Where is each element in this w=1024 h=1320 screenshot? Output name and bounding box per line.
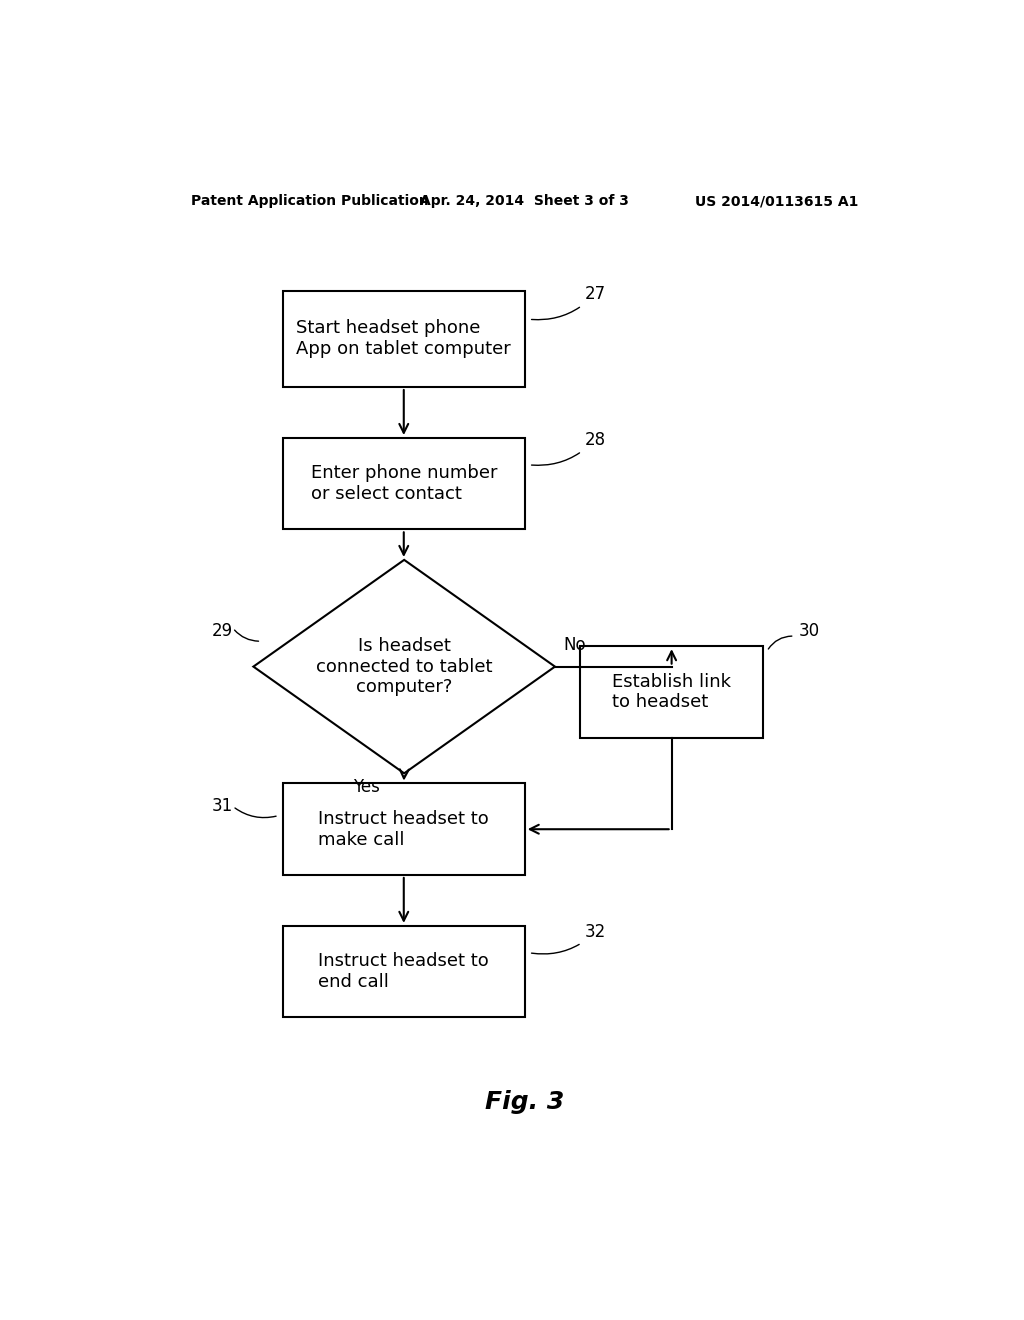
Bar xyxy=(283,925,524,1018)
Text: 28: 28 xyxy=(531,430,605,465)
Text: Fig. 3: Fig. 3 xyxy=(485,1089,564,1114)
Text: 27: 27 xyxy=(531,285,605,319)
Bar xyxy=(283,784,524,875)
Text: Instruct headset to
make call: Instruct headset to make call xyxy=(318,810,489,849)
Text: Start headset phone
App on tablet computer: Start headset phone App on tablet comput… xyxy=(296,319,511,358)
Text: Instruct headset to
end call: Instruct headset to end call xyxy=(318,952,489,991)
Text: Patent Application Publication: Patent Application Publication xyxy=(191,194,429,209)
Text: Yes: Yes xyxy=(352,779,380,796)
Bar xyxy=(283,290,524,387)
Text: No: No xyxy=(563,636,586,655)
Text: Apr. 24, 2014  Sheet 3 of 3: Apr. 24, 2014 Sheet 3 of 3 xyxy=(421,194,629,209)
Text: US 2014/0113615 A1: US 2014/0113615 A1 xyxy=(694,194,858,209)
Text: 29: 29 xyxy=(211,622,232,640)
Text: 30: 30 xyxy=(799,622,820,640)
Bar xyxy=(581,647,763,738)
Text: Establish link
to headset: Establish link to headset xyxy=(612,673,731,711)
Polygon shape xyxy=(253,560,555,774)
Text: Is headset
connected to tablet
computer?: Is headset connected to tablet computer? xyxy=(316,636,493,697)
Text: 31: 31 xyxy=(211,797,232,816)
Bar xyxy=(283,438,524,529)
Text: Enter phone number
or select contact: Enter phone number or select contact xyxy=(310,465,497,503)
Text: 32: 32 xyxy=(531,924,605,954)
